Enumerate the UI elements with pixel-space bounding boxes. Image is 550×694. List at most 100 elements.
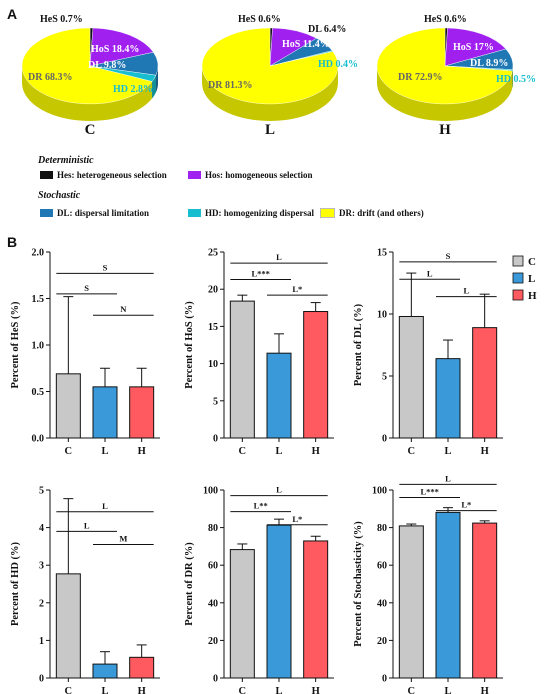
x-tick-label: L <box>444 686 451 694</box>
pie-side-l <box>202 66 338 121</box>
y-tick-label: 15 <box>208 322 218 333</box>
y-tick-label: 0.5 <box>32 387 45 398</box>
bar <box>266 524 292 679</box>
bar-chart-1: 0.0 0.5 1.0 1.5 2.0 Percent of HeS (%) C L H S S N <box>10 248 160 457</box>
bar <box>303 540 329 679</box>
x-tick-label: C <box>65 686 73 694</box>
significance-label: L*** <box>251 269 269 279</box>
pie-side-slice <box>152 75 156 99</box>
x-tick-label: L <box>101 446 108 457</box>
bar-legend-label-h: H <box>528 290 537 302</box>
bar <box>435 358 461 439</box>
legend-swatch-hos <box>188 171 201 179</box>
legend-item-hos: Hos: homogeneous selection <box>188 170 313 180</box>
y-tick-label: 0.0 <box>32 434 45 445</box>
pie-chart-h: HeS 0.6% HoS 17% DL 8.9% HD 0.5% DR 72.9% H <box>376 14 536 138</box>
significance-label: M <box>119 534 127 544</box>
legend-item-dr: DR: drift (and others) <box>320 208 424 218</box>
pie-chart-c: HeS 0.7% HoS 18.4% DL 9.8% HD 2.8% DR 68.3% C <box>21 14 159 138</box>
y-axis-label: Percent of HoS (%) <box>184 301 195 389</box>
x-tick-label: L <box>275 686 282 694</box>
pie-slice-label: DL 6.4% <box>308 24 346 35</box>
pie-slice-label: HD 0.4% <box>318 59 358 70</box>
y-tick-label: 1.5 <box>32 294 45 305</box>
bar <box>398 315 424 439</box>
legend-label-hes: Hes: heterogeneous selection <box>57 170 167 180</box>
pie-slice-label: HD 2.8% <box>113 84 153 95</box>
bar <box>229 300 255 439</box>
pie-slice-label: HoS 18.4% <box>91 44 139 55</box>
y-tick-label: 10 <box>377 310 387 321</box>
significance-label: L <box>276 252 282 262</box>
significance-label: L** <box>254 501 268 511</box>
bar <box>398 525 424 679</box>
pie-slice-label: HeS 0.6% <box>424 14 467 25</box>
bar-chart-2: 0 5 10 15 20 25 Percent of HoS (%) C L H L L*** L* <box>184 248 334 457</box>
bar <box>55 373 81 439</box>
pie-slice <box>21 27 153 105</box>
legend-label-hd: HD: homogenizing dispersal <box>205 208 315 218</box>
pie-slice-label: DL 8.9% <box>470 58 508 69</box>
x-tick-label: C <box>408 686 416 694</box>
y-tick-label: 40 <box>377 598 387 609</box>
pie-slice-label: HoS 11.4% <box>282 39 330 50</box>
pie-slice-label: HeS 0.7% <box>40 14 83 25</box>
bar-legend-label-c: C <box>528 256 536 268</box>
pie-side-slice <box>155 66 158 93</box>
y-axis-label: Percent of HeS (%) <box>10 301 21 388</box>
y-tick-label: 0 <box>213 674 218 685</box>
significance-label: L <box>427 268 433 278</box>
legend-label-dl: DL: dispersal limitation <box>57 208 150 218</box>
pie-slice-label: DR 81.3% <box>208 80 252 91</box>
legend-item-hd: HD: homogenizing dispersal <box>188 208 314 218</box>
bar-legend-swatch-l <box>512 272 524 284</box>
x-tick-label: L <box>101 686 108 694</box>
y-tick-label: 80 <box>208 523 218 534</box>
legend-swatch-hes <box>40 171 53 179</box>
bar <box>129 656 155 679</box>
y-tick-label: 100 <box>372 486 387 497</box>
legend-item-dl: DL: dispersal limitation <box>40 208 149 218</box>
y-tick-label: 80 <box>377 523 387 534</box>
pie-slice-label: HeS 0.6% <box>238 14 281 25</box>
pie-side-h <box>377 66 513 121</box>
legend-deterministic-title: Deterministic <box>38 155 94 166</box>
x-tick-label: C <box>408 446 416 457</box>
panel-label-a: A <box>7 6 18 22</box>
bar <box>472 327 498 439</box>
y-tick-label: 100 <box>203 486 218 497</box>
y-tick-label: 25 <box>208 248 218 259</box>
legend-swatch-dl <box>40 209 53 217</box>
bar <box>55 573 81 679</box>
significance-label: L <box>463 286 469 296</box>
y-tick-label: 15 <box>377 248 387 259</box>
y-tick-label: 20 <box>377 636 387 647</box>
pie-slice-label: HoS 17% <box>453 42 494 53</box>
y-tick-label: 1 <box>39 636 44 647</box>
pie-slice <box>89 27 154 67</box>
x-tick-label: H <box>481 686 489 694</box>
x-tick-label: C <box>239 686 247 694</box>
panel-label-b: B <box>7 234 18 250</box>
legend-item-hes: Hes: heterogeneous selection <box>40 170 167 180</box>
significance-label: S <box>446 251 451 261</box>
x-tick-label: H <box>481 446 489 457</box>
y-axis-label: Percent of DR (%) <box>184 542 195 626</box>
bar-chart-3: 0 5 10 15 Percent of DL (%) C L H S L L <box>353 248 503 457</box>
x-tick-label: L <box>444 446 451 457</box>
y-tick-label: 0 <box>382 434 387 445</box>
pie-slice-label: DR 68.3% <box>28 72 72 83</box>
bar <box>92 663 118 679</box>
pie-slice <box>376 27 513 105</box>
pie-title: H <box>439 122 451 138</box>
y-tick-label: 5 <box>39 486 44 497</box>
bar-legend-label-l: L <box>528 273 535 285</box>
y-tick-label: 4 <box>39 523 44 534</box>
pie-slice-label: HD 0.5% <box>496 74 536 85</box>
y-tick-label: 20 <box>208 285 218 296</box>
bar <box>266 352 292 439</box>
legend-swatch-dr <box>320 208 335 218</box>
y-tick-label: 10 <box>208 359 218 370</box>
significance-label: L* <box>461 500 471 510</box>
